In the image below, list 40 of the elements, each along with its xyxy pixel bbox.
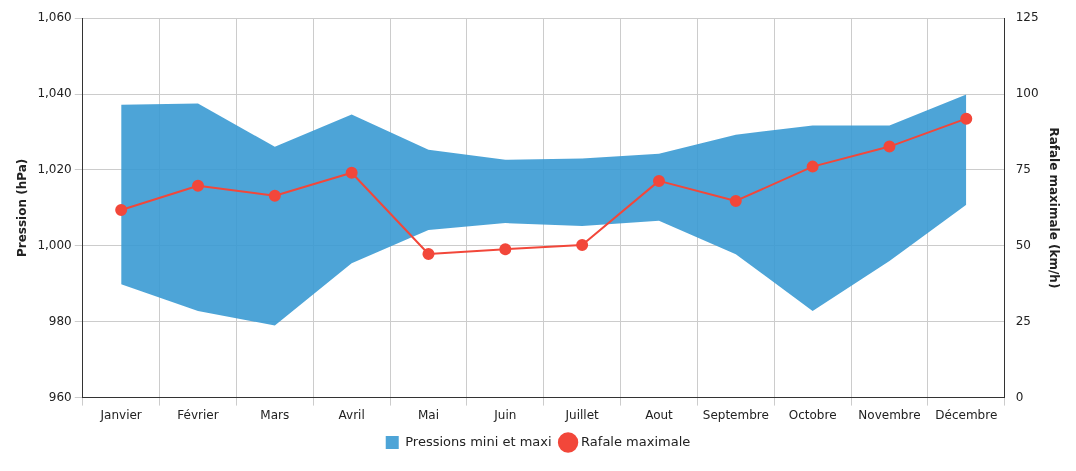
legend-label: Rafale maximale xyxy=(581,433,691,449)
x-tick-label: Juin xyxy=(493,407,517,422)
y-tick-label: 1,020 xyxy=(37,162,72,177)
x-tick-label: Septembre xyxy=(702,407,769,422)
y-axis-title: Pression (hPa) xyxy=(15,158,30,258)
point xyxy=(576,238,589,251)
x-tick-label: Mars xyxy=(260,407,290,422)
x-tick-label: Aout xyxy=(645,407,674,422)
point xyxy=(115,204,128,217)
point xyxy=(960,112,973,125)
y-tick-label: 1,000 xyxy=(37,237,72,252)
x-tick-label: Avril xyxy=(338,407,365,422)
y2-tick-label: 0 xyxy=(1015,389,1024,404)
point xyxy=(422,248,435,261)
point xyxy=(729,194,742,207)
legend-label: Pressions mini et maxi xyxy=(405,433,552,449)
x-tick-label: Décembre xyxy=(935,407,998,422)
point xyxy=(883,140,896,153)
x-tick-label: Octobre xyxy=(788,407,837,422)
y-tick-label: 1,040 xyxy=(37,86,72,101)
y2-tick-label: 75 xyxy=(1015,162,1031,177)
y-tick-label: 1,060 xyxy=(37,10,72,25)
x-tick-label: Juillet xyxy=(564,407,600,422)
point xyxy=(192,179,204,192)
point xyxy=(499,243,512,256)
x-tick-label: Mai xyxy=(417,407,440,422)
y2-tick-label: 25 xyxy=(1015,313,1031,328)
point xyxy=(806,160,819,173)
y2-tick-label: 50 xyxy=(1015,237,1031,252)
y-tick-label: 960 xyxy=(48,389,72,404)
x-tick-label: Novembre xyxy=(858,407,921,422)
point xyxy=(345,166,358,179)
y-tick-label: 980 xyxy=(48,313,72,328)
y2-axis-title: Rafale maximale (km/h) xyxy=(1046,127,1061,289)
x-tick-label: Janvier xyxy=(99,407,142,422)
x-tick-label: Février xyxy=(177,407,219,422)
y2-tick-label: 100 xyxy=(1015,86,1039,101)
point xyxy=(652,174,665,187)
y2-tick-label: 125 xyxy=(1015,10,1039,25)
point xyxy=(268,189,281,202)
